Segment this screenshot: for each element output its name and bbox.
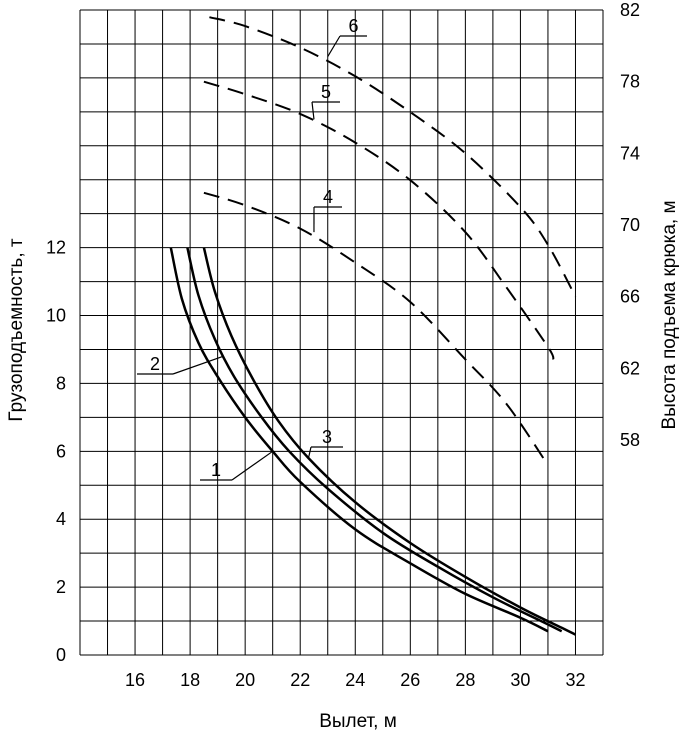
x-tick-label: 16 [125, 670, 145, 690]
x-tick-label: 24 [345, 670, 365, 690]
leader-line-3 [307, 446, 312, 459]
curve-label-2: 2 [150, 354, 160, 374]
curve-2 [186, 247, 563, 633]
leader-line-1 [231, 450, 274, 481]
curve-label-5: 5 [321, 82, 331, 102]
grid [79, 9, 604, 656]
x-tick-label: 20 [235, 670, 255, 690]
y-right-tick-label: 78 [620, 72, 640, 92]
tick-labels: 16 18 20 22 24 26 28 30 320246810125862667074788… [46, 0, 640, 690]
x-tick-label: 32 [565, 670, 585, 690]
curve-1 [169, 247, 549, 633]
curve-3 [202, 247, 577, 636]
curve-4 [203, 191, 549, 466]
y-right-tick-label: 70 [620, 215, 640, 235]
y-left-tick-label: 12 [46, 238, 66, 258]
x-tick-label: 22 [290, 670, 310, 690]
curve-label-1: 1 [211, 460, 221, 480]
y-axis-right-title: Высота подъема крюка, м [659, 200, 680, 429]
curves [169, 16, 577, 636]
curve-label-6: 6 [348, 16, 358, 36]
curve-6 [209, 16, 577, 298]
x-tick-label: 26 [400, 670, 420, 690]
x-axis-title: Вылет, м [319, 711, 397, 732]
curve-label-leaders: 1 2 3 4 5 6 [137, 16, 367, 481]
y-left-tick-label: 6 [56, 441, 66, 461]
y-right-tick-label: 62 [620, 358, 640, 378]
y-right-tick-label: 58 [620, 430, 640, 450]
leader-line-6 [327, 35, 341, 57]
y-left-tick-label: 4 [56, 509, 66, 529]
y-axis-left-title: Грузоподъемность, т [6, 238, 27, 421]
y-left-tick-label: 8 [56, 373, 66, 393]
x-tick-label: 18 [180, 670, 200, 690]
y-right-tick-label: 74 [620, 143, 640, 163]
y-left-tick-label: 0 [56, 645, 66, 665]
x-tick-label: 28 [455, 670, 475, 690]
y-right-tick-label: 66 [620, 287, 640, 307]
y-left-tick-label: 2 [56, 577, 66, 597]
y-right-tick-label: 82 [620, 0, 640, 20]
x-tick-label: 30 [510, 670, 530, 690]
curve-label-3: 3 [322, 427, 332, 447]
curve-label-4: 4 [323, 187, 333, 207]
leader-line-2 [172, 355, 224, 375]
curve-5 [203, 80, 555, 360]
leader-line-5 [311, 101, 315, 120]
y-left-tick-label: 10 [46, 306, 66, 326]
